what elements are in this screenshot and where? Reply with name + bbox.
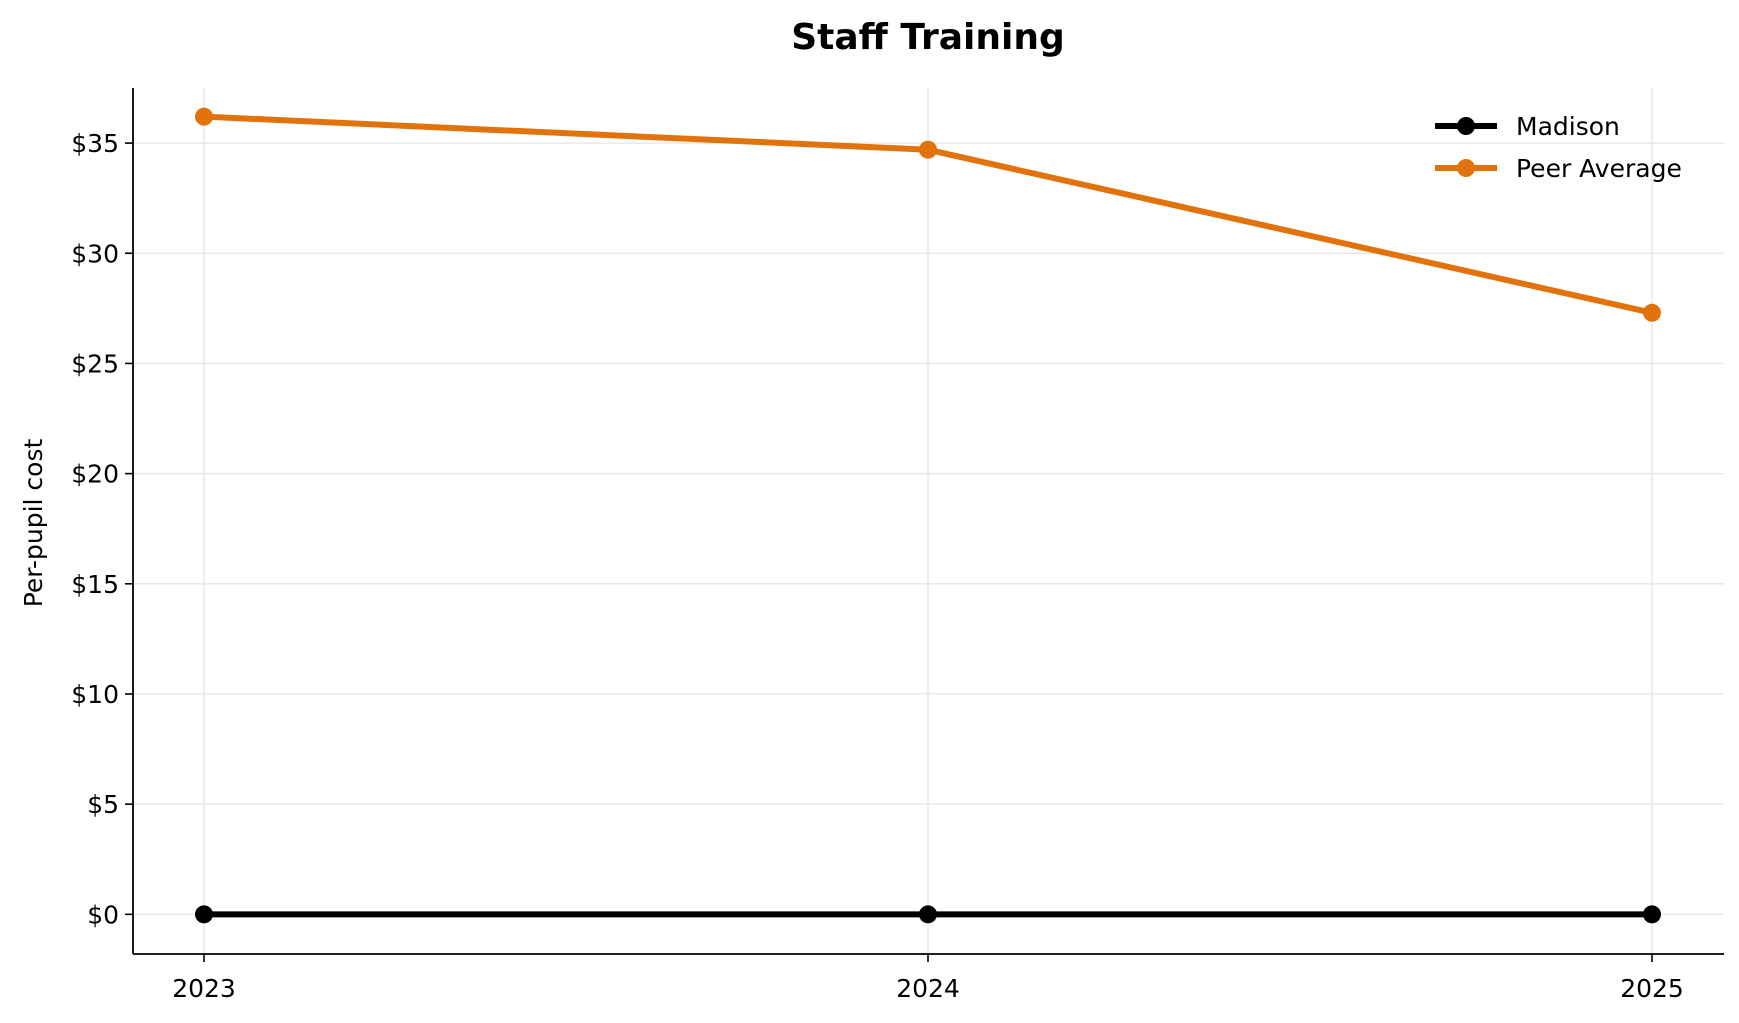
legend-label: Madison — [1516, 112, 1620, 141]
data-point — [195, 107, 213, 126]
series — [195, 107, 1661, 924]
data-point — [919, 140, 937, 159]
y-tick-label: $0 — [87, 900, 119, 929]
data-point — [1643, 303, 1661, 322]
data-point — [1643, 905, 1661, 924]
data-point — [919, 905, 937, 924]
y-tick-label: $5 — [87, 790, 119, 819]
y-ticks: $0 $5 $10 $15 $20 $25 $30 $35 — [71, 129, 133, 929]
x-ticks: 2023 2024 2025 — [172, 954, 1684, 1003]
series-peer-average — [195, 107, 1661, 322]
legend: Madison Peer Average — [1435, 112, 1682, 183]
legend-entry: Madison — [1435, 112, 1620, 141]
y-axis-label: Per-pupil cost — [19, 439, 48, 608]
y-tick-label: $35 — [71, 129, 119, 158]
chart-title: Staff Training — [791, 17, 1064, 58]
x-tick-label: 2024 — [896, 974, 960, 1003]
legend-marker — [1457, 117, 1475, 135]
y-tick-label: $15 — [71, 570, 119, 599]
grid — [133, 88, 1724, 954]
y-tick-label: $30 — [71, 239, 119, 268]
legend-marker — [1457, 159, 1475, 177]
y-tick-label: $10 — [71, 680, 119, 709]
legend-entry: Peer Average — [1435, 154, 1682, 183]
data-point — [195, 905, 213, 924]
x-tick-label: 2023 — [172, 974, 236, 1003]
series-madison — [195, 905, 1661, 924]
y-tick-label: $20 — [71, 460, 119, 489]
y-tick-label: $25 — [71, 349, 119, 378]
legend-label: Peer Average — [1516, 154, 1682, 183]
x-tick-label: 2025 — [1620, 974, 1684, 1003]
